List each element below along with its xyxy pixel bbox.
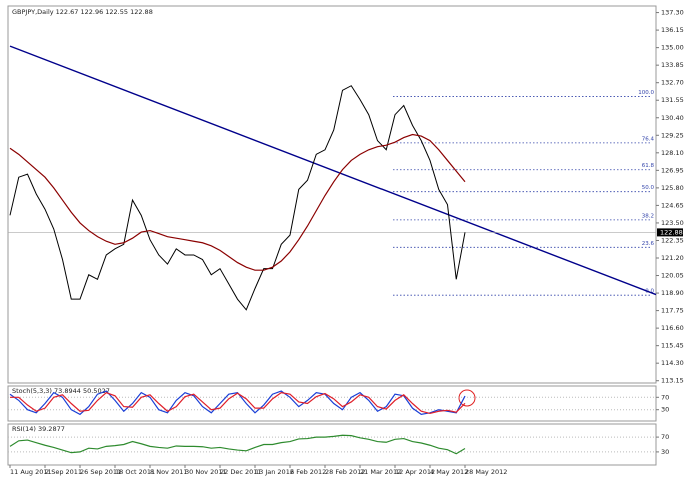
y-tick-label: 133.85 — [661, 61, 684, 69]
fib-label: 23.6 — [642, 241, 655, 247]
y-tick-label: 123.50 — [661, 219, 684, 227]
stoch-title: Stoch(5,3,3) 73.8944 50.5027 — [12, 387, 110, 395]
y-tick-label: 136.15 — [661, 26, 684, 34]
x-tick-label: 8 Nov 2011 — [150, 468, 188, 476]
y-tick-label: 129.25 — [661, 131, 684, 139]
y-tick-label: 30 — [661, 406, 669, 414]
x-tick-label: 13 Jan 2012 — [255, 468, 294, 476]
y-tick-label: 118.90 — [661, 289, 684, 297]
series-line — [9, 133, 466, 271]
x-tick-label: 22 Dec 2011 — [220, 468, 262, 476]
rsi-panel — [7, 423, 657, 466]
x-tick-label: 11 Aug 2011 — [10, 468, 52, 476]
x-tick-label: 6 Feb 2012 — [290, 468, 326, 476]
x-tick-label: 30 Nov 2011 — [185, 468, 227, 476]
x-tick-label: 2 Sep 2011 — [45, 468, 82, 476]
highlight-circle — [458, 389, 476, 407]
y-tick-label: 120.05 — [661, 272, 684, 280]
series-line — [9, 85, 466, 311]
y-tick-label: 124.65 — [661, 201, 684, 209]
chart-title: GBPJPY,Daily 122.67 122.96 122.55 122.88 — [12, 8, 153, 16]
x-tick-label: 18 Oct 2011 — [115, 468, 155, 476]
fib-label: 61.8 — [642, 163, 655, 169]
y-tick-label: 116.60 — [661, 324, 684, 332]
fib-label: 76.4 — [642, 136, 655, 142]
x-tick-label: 28 May 2012 — [465, 468, 507, 476]
x-tick-label: 21 Mar 2012 — [360, 468, 401, 476]
y-tick-label: 114.30 — [661, 359, 684, 367]
y-tick-label: 128.10 — [661, 149, 684, 157]
y-tick-label: 121.20 — [661, 254, 684, 262]
y-tick-label: 117.75 — [661, 307, 684, 315]
series-line — [9, 434, 466, 455]
x-tick-label: 12 Apr 2012 — [395, 468, 435, 476]
main-panel — [7, 5, 657, 384]
y-tick-label: 30 — [661, 448, 669, 456]
y-tick-label: 122.35 — [661, 236, 684, 244]
y-tick-label: 132.70 — [661, 79, 684, 87]
series-line — [10, 391, 466, 415]
y-tick-label: 125.80 — [661, 184, 684, 192]
last-price-label: 122.88 — [660, 228, 683, 236]
y-tick-label: 70 — [661, 433, 669, 441]
trendline — [9, 45, 657, 296]
y-tick-label: 115.45 — [661, 342, 684, 350]
y-tick-label: 113.15 — [661, 377, 684, 385]
y-tick-label: 131.55 — [661, 96, 684, 104]
stoch-panel — [7, 385, 657, 422]
y-tick-label: 70 — [661, 393, 669, 401]
x-tick-label: 4 May 2012 — [430, 468, 468, 476]
x-tick-label: 28 Feb 2012 — [325, 468, 365, 476]
fib-label: 50.0 — [642, 185, 655, 191]
x-tick-label: 26 Sep 2011 — [80, 468, 121, 476]
y-tick-label: 130.40 — [661, 114, 684, 122]
last-price-tag — [657, 228, 683, 237]
rsi-title: RSI(14) 39.2877 — [12, 425, 65, 433]
y-tick-label: 137.30 — [661, 9, 684, 17]
fib-label: 100.0 — [638, 90, 654, 96]
fib-label: 38.2 — [642, 213, 654, 219]
y-tick-label: 135.00 — [661, 44, 684, 52]
y-tick-label: 126.95 — [661, 166, 684, 174]
